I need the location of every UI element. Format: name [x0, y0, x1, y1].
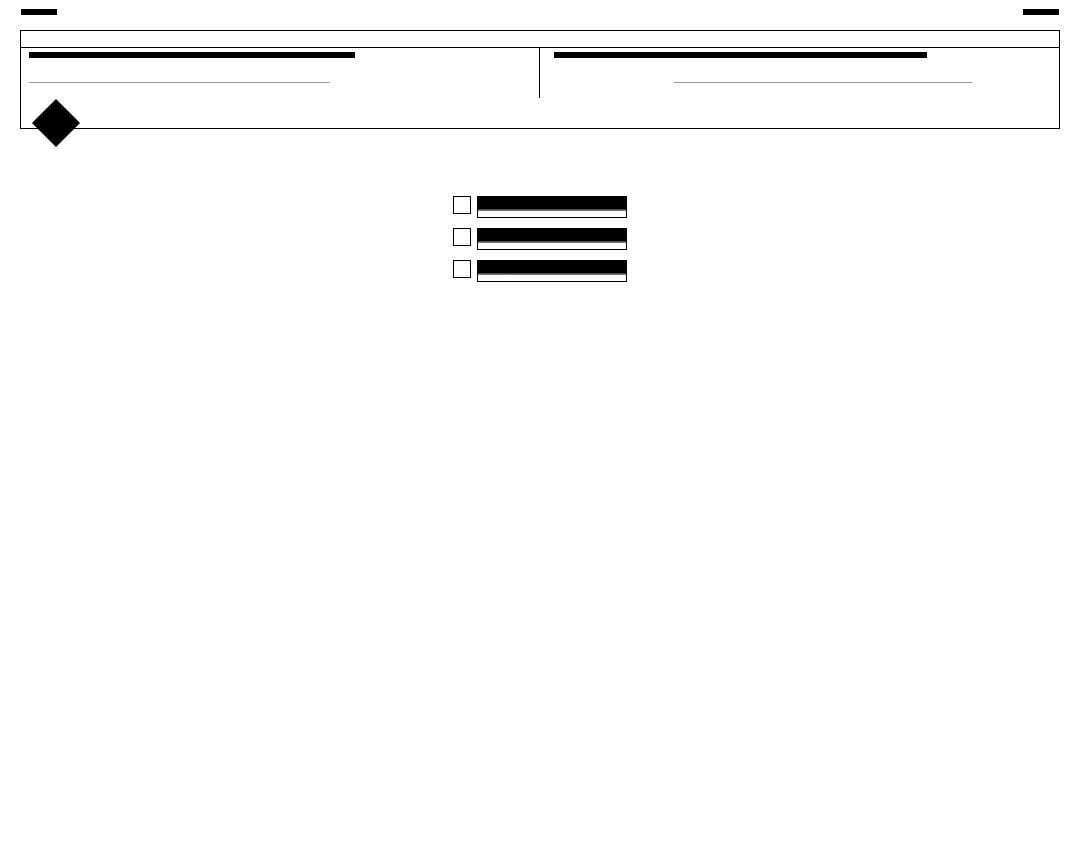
section-heading-de	[554, 52, 927, 58]
step-ref-4	[453, 196, 471, 214]
page-titles	[21, 31, 1059, 48]
lcd-figures	[450, 196, 630, 282]
lcd-screen-8	[477, 260, 627, 282]
title-en	[21, 31, 540, 47]
tab-deutsch	[1023, 9, 1059, 15]
manual-page	[20, 30, 1060, 129]
language-tabs	[21, 9, 1059, 15]
column-english	[21, 48, 540, 98]
camera-icon	[482, 231, 492, 239]
camera-icon	[482, 199, 492, 207]
step-ref-8	[453, 260, 471, 278]
step-ref-5	[453, 228, 471, 246]
lcd-screen-4	[477, 196, 627, 218]
lcd-footer	[478, 275, 626, 281]
column-deutsch	[540, 48, 1059, 98]
lcd-footer	[478, 243, 626, 249]
tab-english	[21, 9, 57, 15]
notes-heading-de	[674, 81, 972, 83]
section-heading-en	[29, 52, 355, 58]
lcd-screen-5	[477, 228, 627, 250]
notes-heading-en	[29, 81, 330, 83]
title-de	[540, 31, 1059, 47]
page-number	[32, 99, 80, 147]
camera-icon	[482, 263, 492, 271]
lcd-footer	[478, 211, 626, 217]
